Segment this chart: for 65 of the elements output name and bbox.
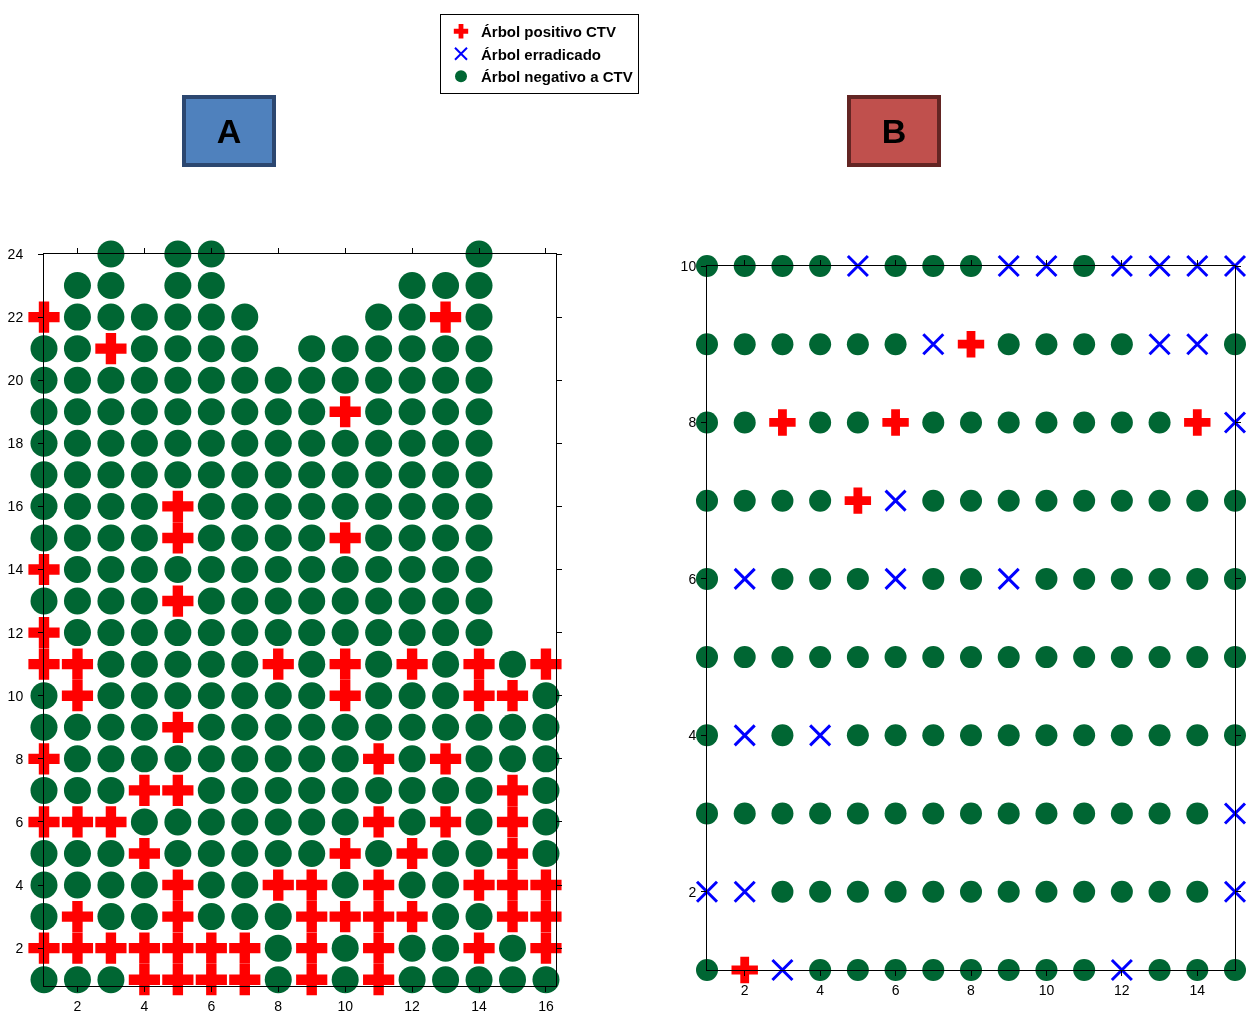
y-tick-label: 4	[15, 876, 24, 893]
point	[808, 723, 832, 747]
point	[884, 489, 908, 513]
point	[1110, 958, 1134, 982]
y-tick-label: 4	[688, 727, 697, 744]
x-tick-label: 6	[891, 981, 900, 998]
y-tick-label: 24	[7, 245, 24, 262]
y-tick-label: 8	[15, 750, 24, 767]
chart-title: A	[216, 112, 242, 150]
x-tick-label: 4	[816, 981, 825, 998]
point	[769, 409, 796, 436]
point	[844, 487, 872, 514]
y-tick-label: 10	[7, 687, 24, 704]
point	[1110, 254, 1134, 278]
x-tick-label: 4	[140, 997, 149, 1014]
point	[846, 254, 870, 278]
point	[1184, 409, 1211, 436]
x-tick-label: 2	[73, 997, 82, 1014]
x-tick-label: 2	[740, 981, 749, 998]
x-tick-label: 12	[404, 997, 421, 1014]
x-tick-label: 14	[1189, 981, 1206, 998]
legend-label: Árbol erradicado	[481, 45, 602, 63]
legend-label: Árbol positivo CTV	[481, 23, 616, 41]
point	[733, 880, 757, 904]
point	[1148, 332, 1172, 356]
y-tick-label: 8	[688, 414, 697, 431]
point	[1185, 332, 1209, 356]
y-tick-label: 16	[7, 498, 24, 515]
y-tick-label: 2	[15, 940, 24, 957]
point	[1185, 254, 1209, 278]
point	[770, 958, 794, 982]
point	[733, 567, 757, 591]
point	[1034, 254, 1058, 278]
y-tick-label: 20	[7, 372, 24, 389]
y-tick-label: 12	[7, 624, 24, 641]
x-tick-label: 12	[1114, 981, 1130, 998]
y-tick-label: 18	[7, 435, 24, 452]
y-tick-label: 2	[688, 883, 697, 900]
point	[997, 567, 1021, 591]
point	[997, 254, 1021, 278]
x-tick-label: 8	[967, 981, 976, 998]
point	[733, 723, 757, 747]
y-tick-label: 10	[680, 257, 697, 274]
point	[884, 567, 908, 591]
legend-label: Árbol negativo a CTV	[481, 68, 633, 86]
x-tick-label: 14	[471, 997, 488, 1014]
y-tick-label: 14	[7, 561, 24, 578]
point	[1223, 254, 1247, 278]
point	[1223, 410, 1247, 434]
chart-title: B	[881, 112, 907, 150]
point	[957, 331, 985, 358]
y-tick-label: 6	[688, 570, 697, 587]
x-tick-label: 10	[1038, 981, 1055, 998]
point	[695, 880, 719, 904]
point	[1223, 880, 1247, 904]
x-tick-label: 10	[337, 997, 354, 1014]
y-tick-label: 6	[15, 813, 24, 830]
point	[1148, 254, 1172, 278]
x-tick-label: 16	[538, 997, 554, 1014]
point	[1223, 802, 1247, 826]
y-tick-label: 22	[7, 309, 24, 325]
point	[921, 332, 945, 356]
x-tick-label: 8	[274, 997, 283, 1014]
x-tick-label: 6	[207, 997, 216, 1014]
point	[882, 409, 909, 436]
